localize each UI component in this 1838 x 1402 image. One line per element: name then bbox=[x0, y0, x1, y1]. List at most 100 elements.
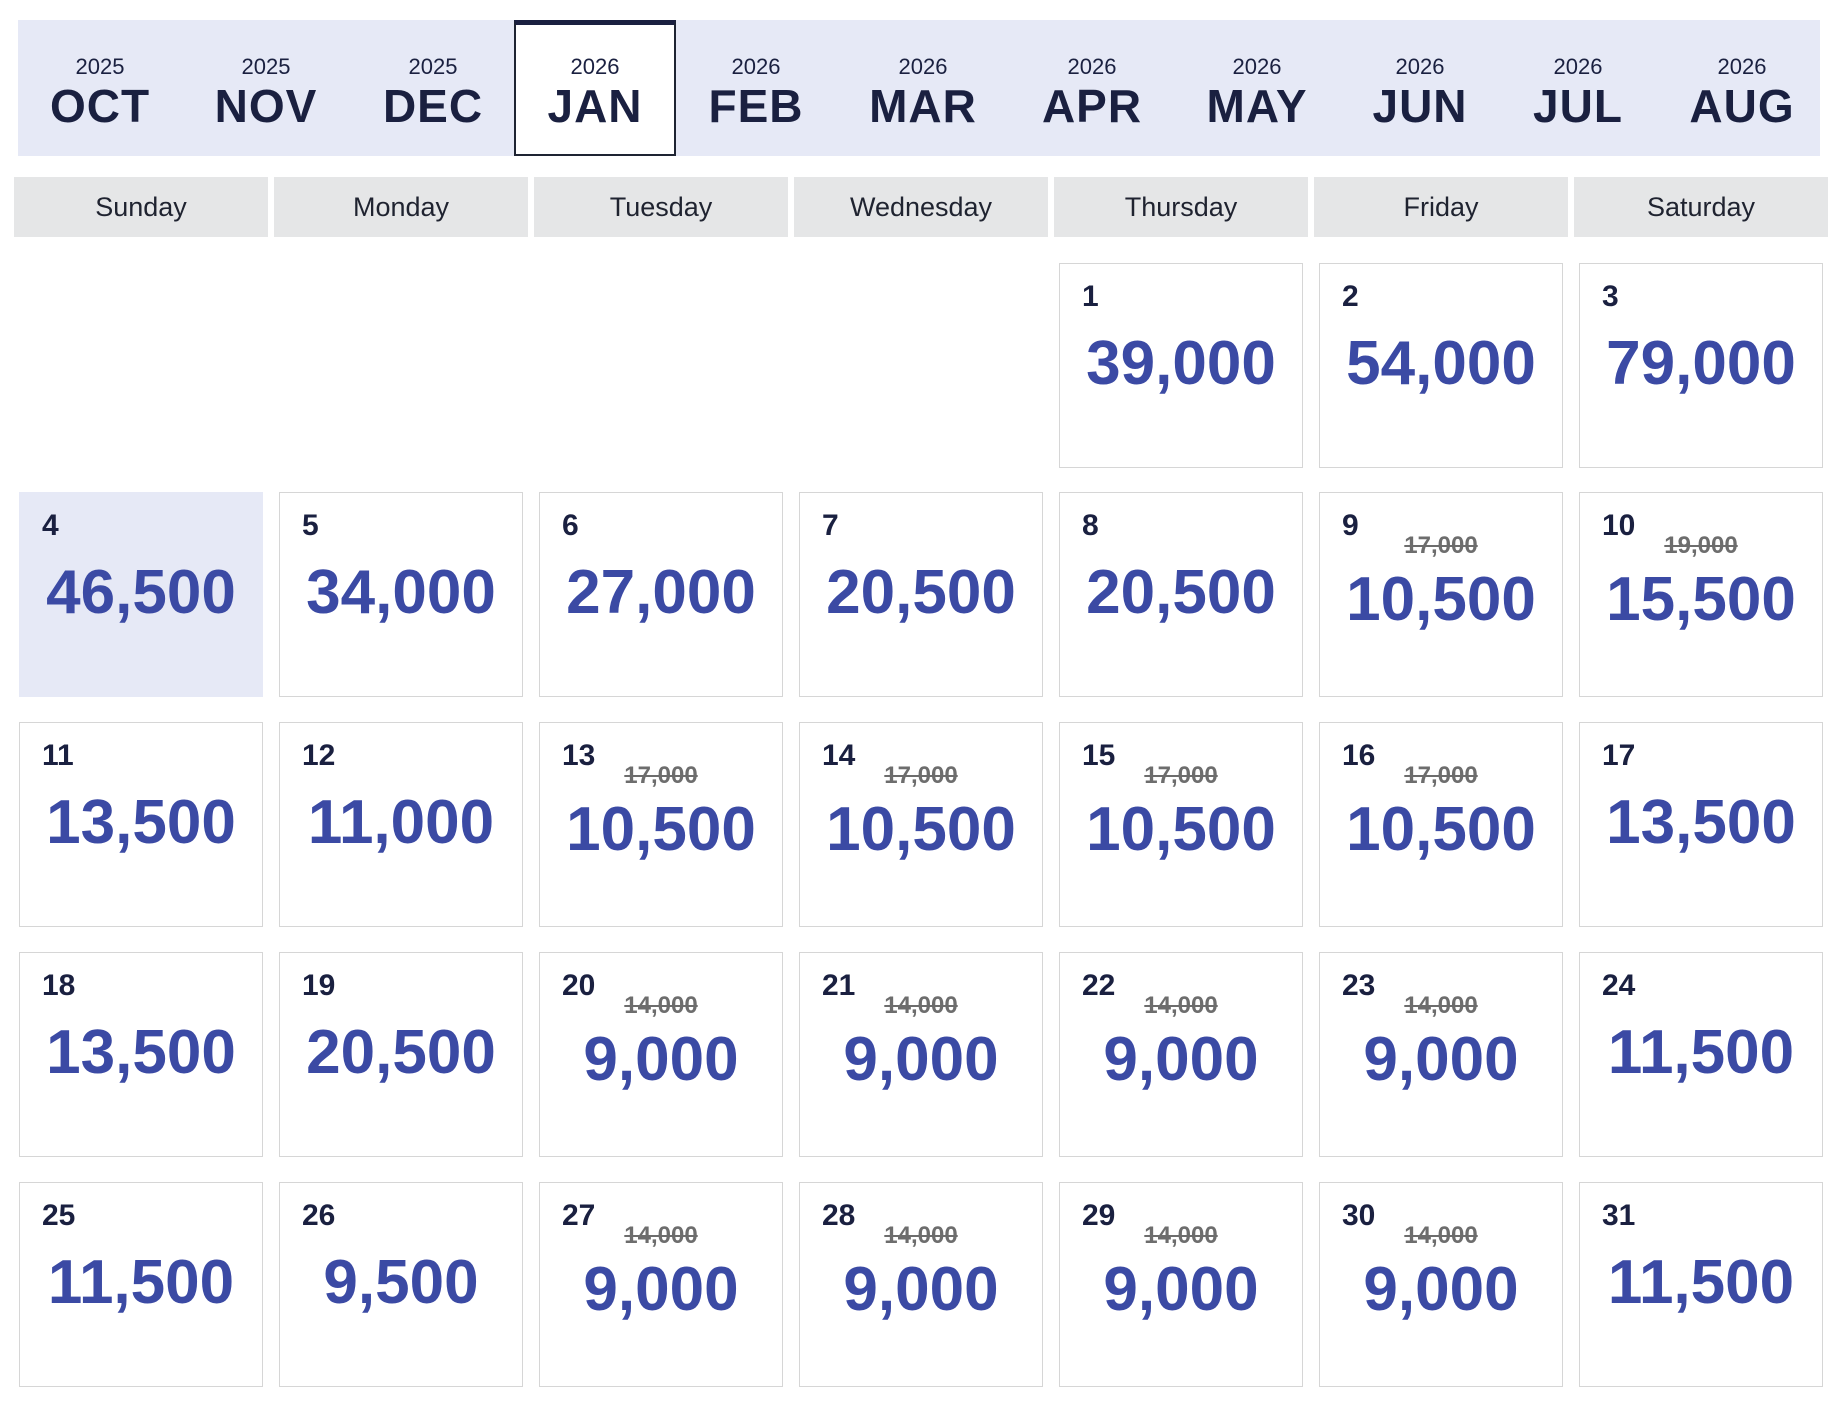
weekday-friday: Friday bbox=[1314, 177, 1568, 237]
original-price: 17,000 bbox=[624, 762, 698, 789]
month-tab-month: AUG bbox=[1689, 80, 1795, 132]
month-tab-year: 2025 bbox=[75, 54, 125, 79]
day-cell[interactable]: 4 46,500 bbox=[19, 492, 263, 697]
original-price: 14,000 bbox=[884, 1222, 958, 1249]
original-price: 14,000 bbox=[1404, 992, 1478, 1019]
day-cell[interactable]: 25 11,500 bbox=[19, 1182, 263, 1387]
day-price: 9,000 bbox=[1363, 1025, 1519, 1094]
day-number: 12 bbox=[302, 739, 336, 772]
day-cell[interactable]: 9 17,000 10,500 bbox=[1319, 492, 1563, 697]
day-cell[interactable]: 22 14,000 9,000 bbox=[1059, 952, 1303, 1157]
day-number: 4 bbox=[42, 509, 59, 542]
weekday-wednesday: Wednesday bbox=[794, 177, 1048, 237]
month-tab-oct[interactable]: 2025 OCT bbox=[19, 20, 181, 156]
day-number: 13 bbox=[562, 739, 596, 772]
day-cell[interactable]: 28 14,000 9,000 bbox=[799, 1182, 1043, 1387]
original-price: 14,000 bbox=[624, 1222, 698, 1249]
day-cell[interactable]: 14 17,000 10,500 bbox=[799, 722, 1043, 927]
day-price: 9,000 bbox=[1363, 1255, 1519, 1324]
day-price: 9,000 bbox=[583, 1025, 739, 1094]
day-cell[interactable]: 27 14,000 9,000 bbox=[539, 1182, 783, 1387]
original-price: 14,000 bbox=[1144, 1222, 1218, 1249]
month-tab-year: 2026 bbox=[1395, 54, 1445, 79]
month-tab-month: JUL bbox=[1533, 80, 1623, 132]
day-price: 10,500 bbox=[1086, 795, 1276, 864]
month-tab-jun[interactable]: 2026 JUN bbox=[1339, 20, 1501, 156]
day-price: 11,500 bbox=[1607, 1248, 1795, 1317]
original-price: 17,000 bbox=[884, 762, 958, 789]
day-cell[interactable]: 11 13,500 bbox=[19, 722, 263, 927]
day-cell[interactable]: 1 39,000 bbox=[1059, 263, 1303, 468]
month-tab-month: DEC bbox=[382, 80, 484, 132]
day-cell[interactable]: 8 20,500 bbox=[1059, 492, 1303, 697]
month-tab-jan[interactable]: 2026 JAN bbox=[514, 20, 676, 156]
day-cell[interactable]: 19 20,500 bbox=[279, 952, 523, 1157]
day-cell[interactable]: 26 9,500 bbox=[279, 1182, 523, 1387]
month-tab-month: OCT bbox=[49, 80, 151, 132]
original-price: 14,000 bbox=[884, 992, 958, 1019]
day-number: 22 bbox=[1082, 969, 1116, 1002]
day-price: 20,500 bbox=[306, 1018, 496, 1087]
day-number: 24 bbox=[1602, 969, 1636, 1002]
day-cell[interactable]: 17 13,500 bbox=[1579, 722, 1823, 927]
day-cell[interactable]: 21 14,000 9,000 bbox=[799, 952, 1043, 1157]
day-cell[interactable]: 2 54,000 bbox=[1319, 263, 1563, 468]
month-tab-may[interactable]: 2026 MAY bbox=[1176, 20, 1338, 156]
weekday-thursday: Thursday bbox=[1054, 177, 1308, 237]
day-price: 39,000 bbox=[1086, 329, 1276, 398]
month-tab-year: 2026 bbox=[570, 54, 620, 79]
day-price: 20,500 bbox=[826, 558, 1016, 627]
day-cell[interactable]: 3 79,000 bbox=[1579, 263, 1823, 468]
day-cell[interactable]: 30 14,000 9,000 bbox=[1319, 1182, 1563, 1387]
day-number: 18 bbox=[42, 969, 76, 1002]
day-cell[interactable]: 6 27,000 bbox=[539, 492, 783, 697]
month-tab-feb[interactable]: 2026 FEB bbox=[675, 20, 837, 156]
month-tab-month: APR bbox=[1041, 80, 1143, 132]
day-cell[interactable]: 18 13,500 bbox=[19, 952, 263, 1157]
month-tab-month: JUN bbox=[1372, 80, 1468, 132]
day-number: 16 bbox=[1342, 739, 1376, 772]
day-cell[interactable]: 20 14,000 9,000 bbox=[539, 952, 783, 1157]
month-tab-nov[interactable]: 2025 NOV bbox=[185, 20, 347, 156]
day-price: 9,000 bbox=[583, 1255, 739, 1324]
day-price: 9,500 bbox=[323, 1248, 479, 1317]
day-number: 25 bbox=[42, 1199, 76, 1232]
day-cell[interactable]: 7 20,500 bbox=[799, 492, 1043, 697]
day-price: 11,500 bbox=[47, 1248, 235, 1317]
month-tab-mar[interactable]: 2026 MAR bbox=[842, 20, 1004, 156]
day-number: 2 bbox=[1342, 280, 1359, 313]
day-cell[interactable]: 23 14,000 9,000 bbox=[1319, 952, 1563, 1157]
original-price: 17,000 bbox=[1144, 762, 1218, 789]
day-price: 11,500 bbox=[1607, 1018, 1795, 1087]
month-tab-apr[interactable]: 2026 APR bbox=[1011, 20, 1173, 156]
day-price: 27,000 bbox=[566, 558, 756, 627]
day-number: 19 bbox=[302, 969, 336, 1002]
day-cell[interactable]: 13 17,000 10,500 bbox=[539, 722, 783, 927]
weekday-monday: Monday bbox=[274, 177, 528, 237]
day-cell[interactable]: 15 17,000 10,500 bbox=[1059, 722, 1303, 927]
day-cell[interactable]: 10 19,000 15,500 bbox=[1579, 492, 1823, 697]
month-tab-aug[interactable]: 2026 AUG bbox=[1661, 20, 1823, 156]
month-tab-dec[interactable]: 2025 DEC bbox=[352, 20, 514, 156]
day-number: 26 bbox=[302, 1199, 336, 1232]
month-tab-year: 2026 bbox=[898, 54, 948, 79]
day-cell[interactable]: 12 11,000 bbox=[279, 722, 523, 927]
day-number: 1 bbox=[1082, 280, 1099, 313]
month-tab-year: 2026 bbox=[1717, 54, 1767, 79]
day-number: 10 bbox=[1602, 509, 1636, 542]
month-tab-jul[interactable]: 2026 JUL bbox=[1497, 20, 1659, 156]
day-cell[interactable]: 5 34,000 bbox=[279, 492, 523, 697]
day-price: 9,000 bbox=[1103, 1025, 1259, 1094]
day-cell[interactable]: 31 11,500 bbox=[1579, 1182, 1823, 1387]
day-cell[interactable]: 16 17,000 10,500 bbox=[1319, 722, 1563, 927]
day-cell[interactable]: 29 14,000 9,000 bbox=[1059, 1182, 1303, 1387]
month-tab-month: MAR bbox=[869, 80, 977, 132]
day-number: 3 bbox=[1602, 280, 1619, 313]
day-price: 46,500 bbox=[46, 558, 236, 627]
day-price: 9,000 bbox=[843, 1025, 999, 1094]
day-price: 13,500 bbox=[46, 788, 236, 857]
day-number: 5 bbox=[302, 509, 319, 542]
day-price: 10,500 bbox=[1346, 795, 1536, 864]
day-cell[interactable]: 24 11,500 bbox=[1579, 952, 1823, 1157]
day-number: 7 bbox=[822, 509, 839, 542]
